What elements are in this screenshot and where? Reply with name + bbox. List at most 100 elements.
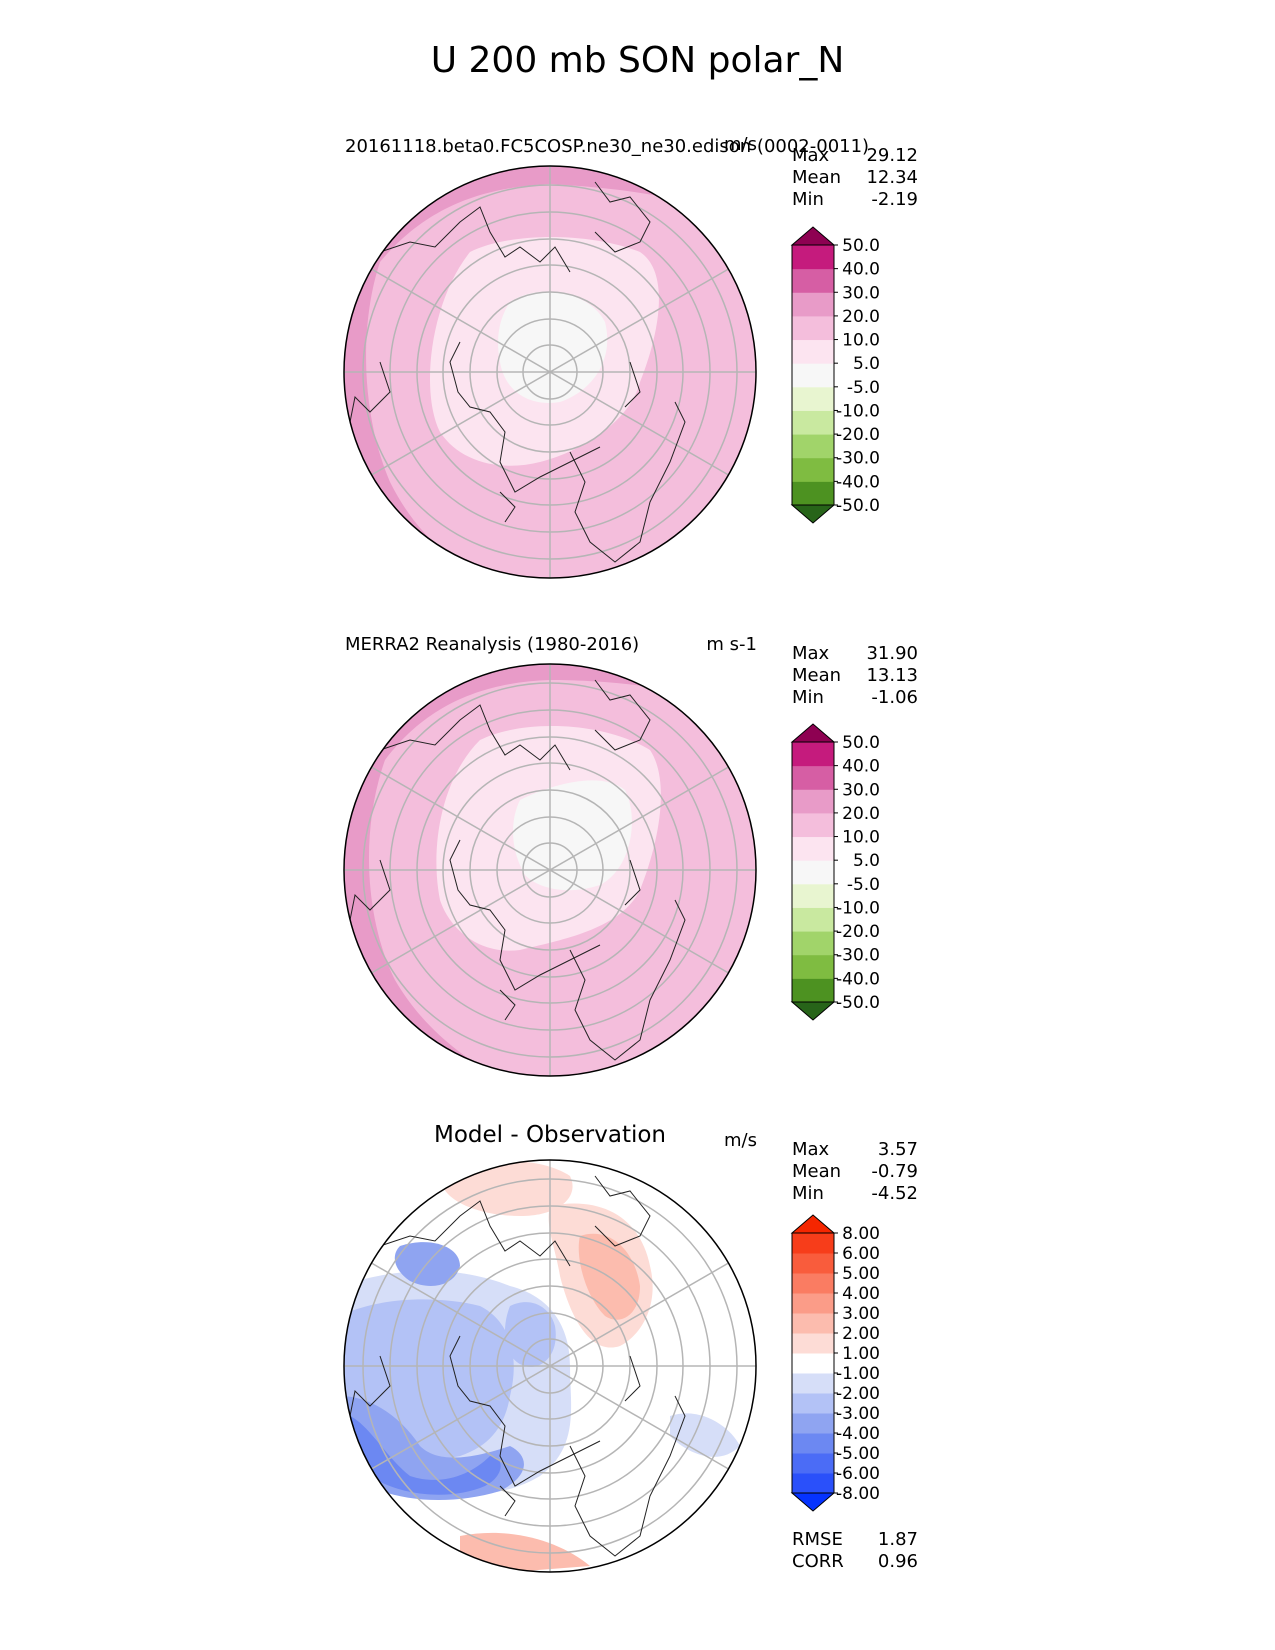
colorbar-segment xyxy=(792,292,834,317)
colorbar-segment xyxy=(792,742,834,767)
colorbar-segment xyxy=(792,978,834,1003)
colorbar-segment xyxy=(792,434,834,459)
map-boundary xyxy=(343,663,757,1077)
colorbar-segment xyxy=(792,245,834,270)
colorbar-segment xyxy=(792,410,834,435)
panel-2-map xyxy=(343,663,757,1077)
panel-3-rmse-value: 1.87 xyxy=(877,1529,918,1550)
colorbar-tick-label: -20.0 xyxy=(836,922,880,942)
colorbar-tick-label: -5.00 xyxy=(836,1444,880,1464)
colorbar-tick-label: -6.00 xyxy=(836,1464,880,1484)
colorbar-segment xyxy=(792,860,834,885)
map-fill-core xyxy=(513,780,632,891)
colorbar-tick-label: -10.0 xyxy=(836,401,880,421)
colorbar-segment xyxy=(792,1273,834,1294)
panel-1-title: 20161118.beta0.FC5COSP.ne30_ne30.edison … xyxy=(345,136,870,157)
colorbar-outline xyxy=(791,741,835,1003)
colorbar-outline xyxy=(791,244,835,506)
map-fill-core xyxy=(498,291,608,403)
panel-3-mean-value: -0.79 xyxy=(871,1161,918,1182)
panel-2-mean-label: Mean xyxy=(792,665,842,686)
colorbar-tick-label: -5.0 xyxy=(847,875,880,895)
map-coastlines xyxy=(349,181,686,563)
panel-3-max-label: Max xyxy=(792,1139,830,1160)
colorbar-tick-label: -50.0 xyxy=(836,496,880,516)
panel-3-units: m/s xyxy=(724,1130,757,1151)
panel-2-colorbar: -50.0 -40.0 -30.0 -20.0 -10.0 -5.0 5.0 10.0 20.0… xyxy=(790,723,880,1021)
colorbar-tick-label: 5.00 xyxy=(842,1264,880,1284)
colorbar-extend-min xyxy=(790,504,836,524)
map-boundary xyxy=(343,165,757,579)
colorbar-segment xyxy=(792,1293,834,1314)
colorbar-tick-label: -40.0 xyxy=(836,969,880,989)
colorbar-segment xyxy=(792,954,834,979)
colorbar-tick-label: 30.0 xyxy=(842,780,880,800)
colorbar-segment xyxy=(792,1473,834,1494)
colorbar-tick-label: 20.0 xyxy=(842,307,880,327)
colorbar-tick-label: 30.0 xyxy=(842,283,880,303)
colorbar-segment xyxy=(792,765,834,790)
panel-3-corr-value: 0.96 xyxy=(877,1551,918,1572)
panel-2-title: MERRA2 Reanalysis (1980-2016) xyxy=(345,634,640,655)
colorbar-tick-label: -20.0 xyxy=(836,425,880,445)
panel-1-mean-value: 12.34 xyxy=(866,167,918,188)
panel-2-min-label: Min xyxy=(792,687,824,708)
colorbar-segment xyxy=(792,1333,834,1354)
colorbar-extend-max xyxy=(790,723,836,743)
colorbar-tick-label: 3.00 xyxy=(842,1304,880,1324)
colorbar-tick-label: -4.00 xyxy=(836,1424,880,1444)
map-gridlines xyxy=(344,1160,756,1572)
panel-3-mean-label: Mean xyxy=(792,1161,842,1182)
panel-3-min-value: -4.52 xyxy=(871,1183,918,1204)
colorbar-extend-max xyxy=(790,226,836,246)
panel-1-min-label: Min xyxy=(792,189,824,210)
colorbar-tick-label: -40.0 xyxy=(836,472,880,492)
panel-1-max-value: 29.12 xyxy=(866,145,918,166)
panel-2-max-label: Max xyxy=(792,643,830,664)
panel-1-units: m/s xyxy=(724,134,757,155)
colorbar-tick-label: 4.00 xyxy=(842,1284,880,1304)
map-boundary xyxy=(343,1159,757,1573)
colorbar-tick-label: 2.00 xyxy=(842,1324,880,1344)
figure-title: U 200 mb SON polar_N xyxy=(430,40,845,81)
colorbar-tick-label: -1.00 xyxy=(836,1364,880,1384)
panel-3-colorbar: -8.00-6.00-5.00-4.00-3.00-2.00-1.001.002… xyxy=(790,1214,880,1512)
colorbar-segment xyxy=(792,481,834,506)
panel-2-min-value: -1.06 xyxy=(871,687,918,708)
panel-1-map xyxy=(343,165,757,579)
colorbar-segment xyxy=(792,386,834,411)
colorbar-tick-label: -50.0 xyxy=(836,993,880,1013)
colorbar-tick-label: 10.0 xyxy=(842,828,880,848)
colorbar-segment xyxy=(792,812,834,838)
panel-2-units: m s-1 xyxy=(706,634,757,655)
panel-1-mean-label: Mean xyxy=(792,167,842,188)
panel-2-max-value: 31.90 xyxy=(866,643,918,664)
colorbar-tick-label: 6.00 xyxy=(842,1244,880,1264)
colorbar-tick-label: 8.00 xyxy=(842,1224,880,1244)
panel-1-colorbar: -50.0 -40.0 -30.0 -20.0 -10.0 -5.0 5.0 10.0 20.0… xyxy=(790,226,880,524)
map-fill-negative-center xyxy=(505,1302,556,1367)
colorbar-tick-label: 20.0 xyxy=(842,804,880,824)
colorbar-segment xyxy=(792,931,834,956)
colorbar-tick-label: 10.0 xyxy=(842,331,880,351)
colorbar-segment xyxy=(792,907,834,932)
colorbar-segment xyxy=(792,1313,834,1334)
colorbar-tick-label: 40.0 xyxy=(842,757,880,777)
colorbar-segment xyxy=(792,1393,834,1414)
panel-3-corr-label: CORR xyxy=(792,1551,844,1572)
colorbar-segment xyxy=(792,1453,834,1474)
colorbar-segment xyxy=(792,1373,834,1394)
colorbar-segment xyxy=(792,1253,834,1274)
panel-1-max-label: Max xyxy=(792,145,830,166)
colorbar-segment xyxy=(792,268,834,293)
colorbar-tick-label: -8.00 xyxy=(836,1484,880,1504)
colorbar-segment xyxy=(792,883,834,908)
panel-3-min-label: Min xyxy=(792,1183,824,1204)
colorbar-tick-label: -30.0 xyxy=(836,946,880,966)
map-coastlines xyxy=(349,1175,686,1557)
panel-3-rmse-label: RMSE xyxy=(792,1529,843,1550)
colorbar-segment xyxy=(792,363,834,388)
colorbar-tick-label: -2.00 xyxy=(836,1384,880,1404)
panel-3-max-value: 3.57 xyxy=(877,1139,918,1160)
colorbar-tick-label: 5.0 xyxy=(853,851,880,871)
